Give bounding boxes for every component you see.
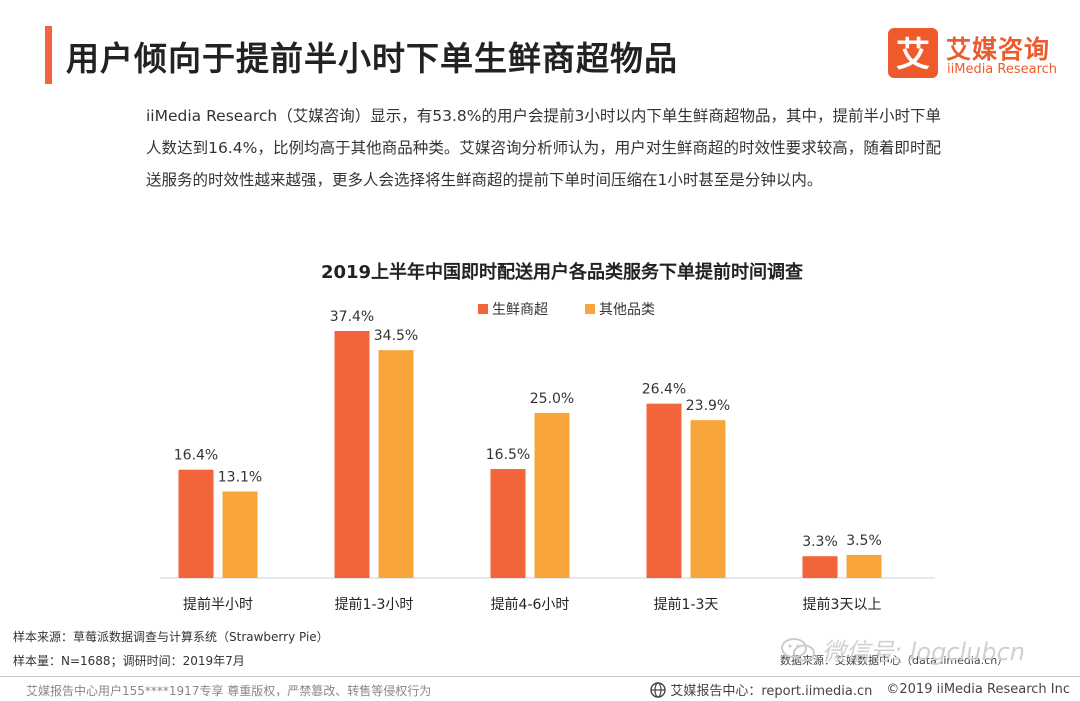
logo-name-cn: 艾媒咨询 [946,35,1051,64]
footer-copyright: ©2019 iiMedia Research Inc [886,682,1070,697]
data-label-5-series-2: 3.5% [846,533,882,549]
legend-swatch-1 [478,304,488,314]
x-tick-label-3: 提前4-6小时 [491,596,570,613]
globe-icon [650,681,667,698]
data-label-2-series-2: 34.5% [374,328,418,344]
bar-2-series-1 [334,331,370,578]
data-source-note: 数据来源：艾媒数据中心（data.iimedia.cn） [780,654,1009,667]
logo-name-en: iiMedia Research [947,62,1058,77]
bar-4-series-1 [646,403,682,578]
logo-mark-icon: 艾 [888,28,938,78]
footer-divider [0,676,1080,677]
watermark-text: 微信号: logclubcn [822,638,1026,666]
bar-1-series-2 [222,491,258,578]
data-label-1-series-2: 13.1% [218,469,262,485]
legend-label-1: 生鲜商超 [492,302,548,318]
bar-3-series-1 [490,469,526,578]
x-tick-label-5: 提前3天以上 [803,596,882,613]
data-label-4-series-1: 26.4% [642,382,686,398]
data-label-3-series-2: 25.0% [530,391,574,407]
legend-swatch-2 [585,304,595,314]
legend-label-2: 其他品类 [599,302,655,318]
bar-1-series-1 [178,469,214,578]
logo-mark-text: 艾 [896,35,930,75]
bar-4-series-2 [690,420,726,578]
sample-source-note: 样本来源：草莓派数据调查与计算系统（Strawberry Pie） [13,630,329,644]
bar-5-series-1 [802,556,838,578]
bar-5-series-2 [846,554,882,578]
report-center-link[interactable]: 艾媒报告中心：report.iimedia.cn [670,684,873,699]
wechat-watermark: 数据来源：艾媒数据中心（data.iimedia.cn） 微信号: logclu… [780,632,1070,672]
chart-title: 2019上半年中国即时配送用户各品类服务下单提前时间调查 [321,261,803,283]
wechat-icon [781,638,815,662]
x-tick-label-2: 提前1-3小时 [335,596,414,613]
data-label-4-series-2: 23.9% [686,398,730,414]
bar-2-series-2 [378,350,414,578]
bar-3-series-2 [534,412,570,578]
data-label-2-series-1: 37.4% [330,309,374,325]
sample-size-note: 样本量：N=1688；调研时间：2019年7月 [13,654,245,668]
x-tick-label-4: 提前1-3天 [654,596,719,613]
page-title: 用户倾向于提前半小时下单生鲜商超物品 [66,39,678,78]
footer-copyright-notice: 艾媒报告中心用户155****1917专享 尊重版权，严禁篡改、转售等侵权行为 [26,684,432,698]
footer-links: 艾媒报告中心：report.iimedia.cn ©2019 iiMedia R… [650,680,1070,699]
data-label-1-series-1: 16.4% [174,448,218,464]
x-tick-label-1: 提前半小时 [183,596,253,613]
data-label-3-series-1: 16.5% [486,447,530,463]
intro-paragraph: iiMedia Research（艾媒咨询）显示，有53.8%的用户会提前3小时… [146,107,941,189]
title-accent-bar [45,26,52,84]
iimedia-logo: 艾 艾媒咨询 iiMedia Research [888,28,1068,82]
data-label-5-series-1: 3.3% [802,534,838,550]
